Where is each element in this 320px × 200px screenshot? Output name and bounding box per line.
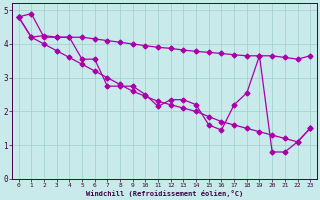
X-axis label: Windchill (Refroidissement éolien,°C): Windchill (Refroidissement éolien,°C)	[86, 190, 243, 197]
